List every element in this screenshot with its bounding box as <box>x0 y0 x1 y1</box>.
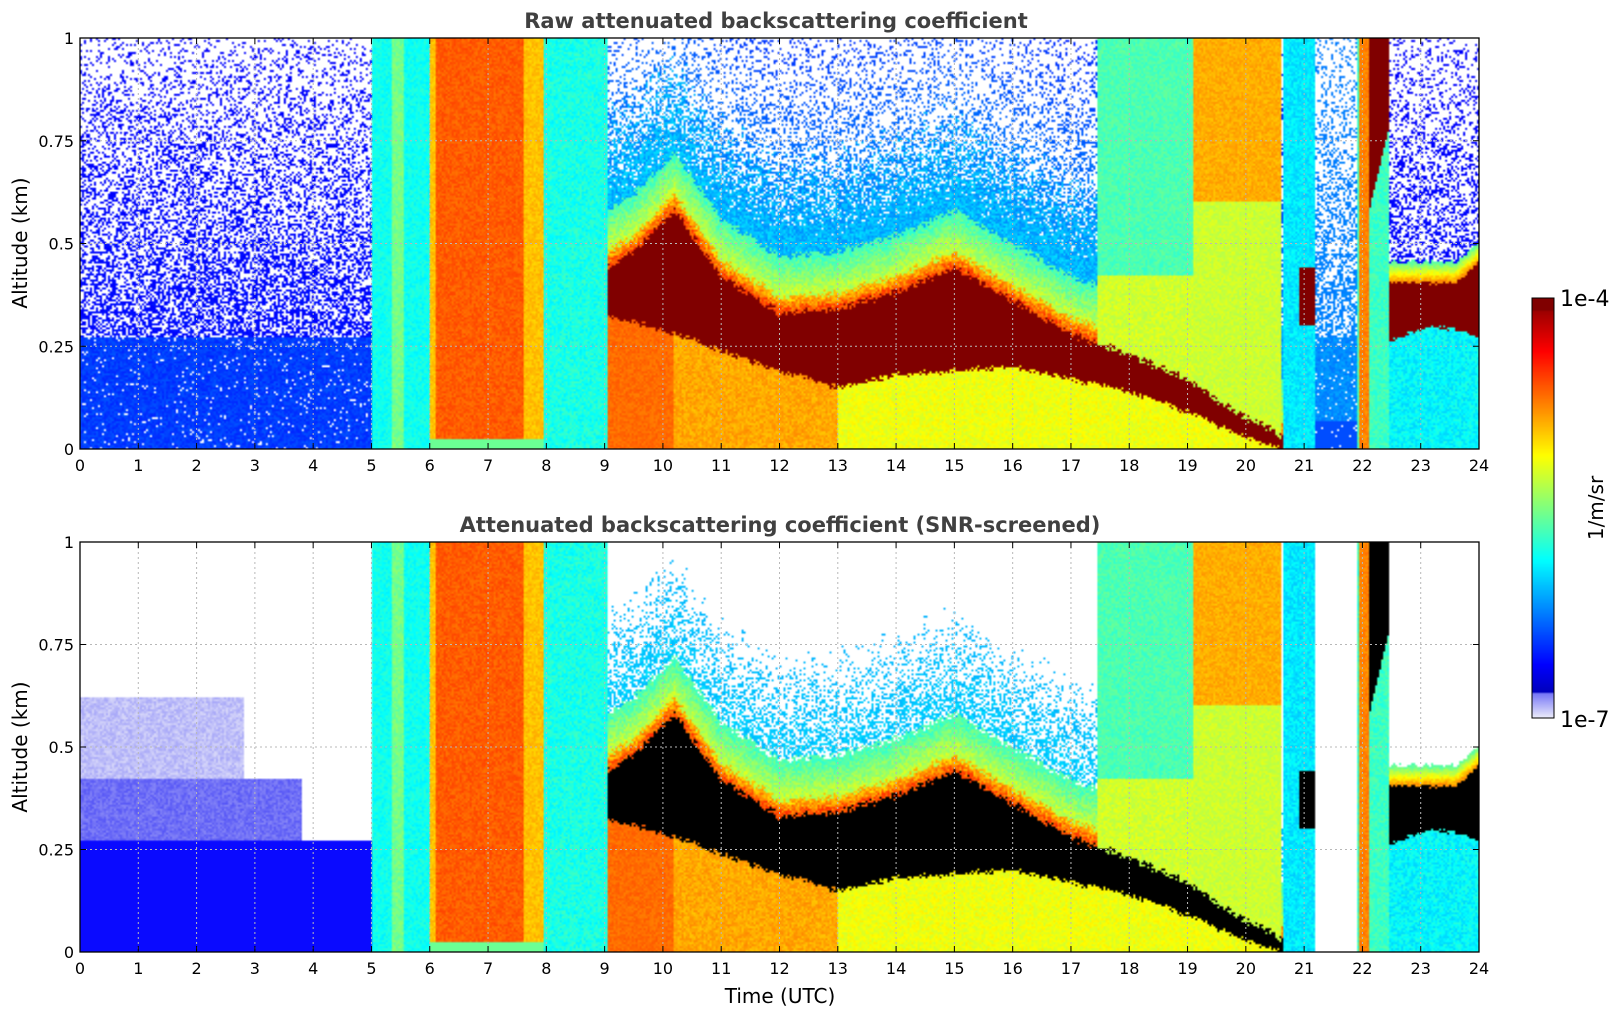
y-tick-label: 0 <box>64 440 74 459</box>
x-tick-label: 22 <box>1352 456 1372 475</box>
x-tick-label: 12 <box>769 959 789 978</box>
x-tick-label: 15 <box>944 456 964 475</box>
x-tick-label: 14 <box>886 456 906 475</box>
x-tick-label: 24 <box>1469 456 1489 475</box>
x-tick-label: 10 <box>653 959 673 978</box>
plot-frame-raw <box>79 37 1480 450</box>
grid-raw <box>79 37 1480 450</box>
x-tick-label: 22 <box>1352 959 1372 978</box>
x-tick-label: 23 <box>1411 959 1431 978</box>
x-tick-label: 1 <box>133 456 143 475</box>
y-tick-labels-raw: 0 0.25 0.5 0.75 1 <box>38 29 74 459</box>
x-tick-label: 8 <box>541 959 551 978</box>
x-tick-label: 5 <box>366 959 376 978</box>
x-tick-label: 3 <box>250 959 260 978</box>
x-tick-label: 20 <box>1236 959 1256 978</box>
x-tick-label: 6 <box>425 959 435 978</box>
x-tick-label: 13 <box>828 456 848 475</box>
x-tick-label: 24 <box>1469 959 1489 978</box>
colorbar-unit-label: 1/m/sr <box>1584 475 1608 540</box>
y-tick-label: 0.5 <box>49 738 74 757</box>
colorbar-frame <box>1531 297 1555 719</box>
x-tick-labels-raw: 0 1 2 3 4 5 6 7 8 9 10 11 12 13 14 15 16 17 18 19 20 21 22 23 24 <box>75 456 1489 475</box>
x-tick-label: 2 <box>191 959 201 978</box>
colorbar: 1e-4 1e-7 1/m/sr <box>1531 287 1609 733</box>
x-tick-label: 7 <box>483 959 493 978</box>
x-tick-label: 8 <box>541 456 551 475</box>
y-tick-label: 1 <box>64 29 74 48</box>
y-tick-label: 0 <box>64 943 74 962</box>
x-tick-label: 18 <box>1119 959 1139 978</box>
x-tick-label: 6 <box>425 456 435 475</box>
x-tick-label: 0 <box>75 959 85 978</box>
x-tick-label: 2 <box>191 456 201 475</box>
x-tick-label: 4 <box>308 456 318 475</box>
x-tick-labels-screened: 0 1 2 3 4 5 6 7 8 9 10 11 12 13 14 15 16 17 18 19 20 21 22 23 24 <box>75 959 1489 978</box>
x-tick-label: 12 <box>769 456 789 475</box>
y-tick-label: 0.25 <box>38 337 74 356</box>
x-tick-label: 5 <box>366 456 376 475</box>
x-tick-label: 4 <box>308 959 318 978</box>
x-tick-label: 19 <box>1177 959 1197 978</box>
colorbar-min-label: 1e-7 <box>1560 708 1609 733</box>
plot-frame-screened <box>79 541 1480 953</box>
x-tick-label: 1 <box>133 959 143 978</box>
panel-title-raw: Raw attenuated backscattering coefficien… <box>524 9 1028 33</box>
colorbar-max-label: 1e-4 <box>1560 287 1609 312</box>
x-tick-label: 21 <box>1294 959 1314 978</box>
x-tick-label: 15 <box>944 959 964 978</box>
x-tick-label: 7 <box>483 456 493 475</box>
y-tick-label: 0.25 <box>38 841 74 860</box>
y-axis-label-screened: Altitude (km) <box>8 681 32 812</box>
x-tick-label: 18 <box>1119 456 1139 475</box>
y-tick-label: 0.75 <box>38 636 74 655</box>
y-axis-label-raw: Altitude (km) <box>8 177 32 308</box>
x-tick-label: 13 <box>828 959 848 978</box>
x-tick-label: 21 <box>1294 456 1314 475</box>
grid-screened <box>79 541 1480 953</box>
y-tick-label: 1 <box>64 533 74 552</box>
x-tick-label: 9 <box>600 456 610 475</box>
x-tick-label: 10 <box>653 456 673 475</box>
x-tick-label: 0 <box>75 456 85 475</box>
x-tick-label: 3 <box>250 456 260 475</box>
x-tick-label: 11 <box>711 456 731 475</box>
colorbar-gradient <box>1532 298 1554 718</box>
x-tick-label: 9 <box>600 959 610 978</box>
panel-screened: Attenuated backscattering coefficient (S… <box>8 513 1489 1008</box>
x-tick-label: 14 <box>886 959 906 978</box>
x-tick-label: 17 <box>1061 959 1081 978</box>
y-tick-label: 0.5 <box>49 235 74 254</box>
x-axis-label: Time (UTC) <box>724 984 836 1008</box>
x-tick-label: 23 <box>1411 456 1431 475</box>
panel-raw: Raw attenuated backscattering coefficien… <box>8 9 1489 475</box>
x-tick-label: 19 <box>1177 456 1197 475</box>
y-tick-label: 0.75 <box>38 132 74 151</box>
x-tick-label: 16 <box>1002 456 1022 475</box>
x-tick-label: 17 <box>1061 456 1081 475</box>
x-tick-label: 16 <box>1002 959 1022 978</box>
x-tick-label: 11 <box>711 959 731 978</box>
y-tick-labels-screened: 0 0.25 0.5 0.75 1 <box>38 533 74 962</box>
x-tick-label: 20 <box>1236 456 1256 475</box>
panel-title-screened: Attenuated backscattering coefficient (S… <box>460 513 1101 537</box>
